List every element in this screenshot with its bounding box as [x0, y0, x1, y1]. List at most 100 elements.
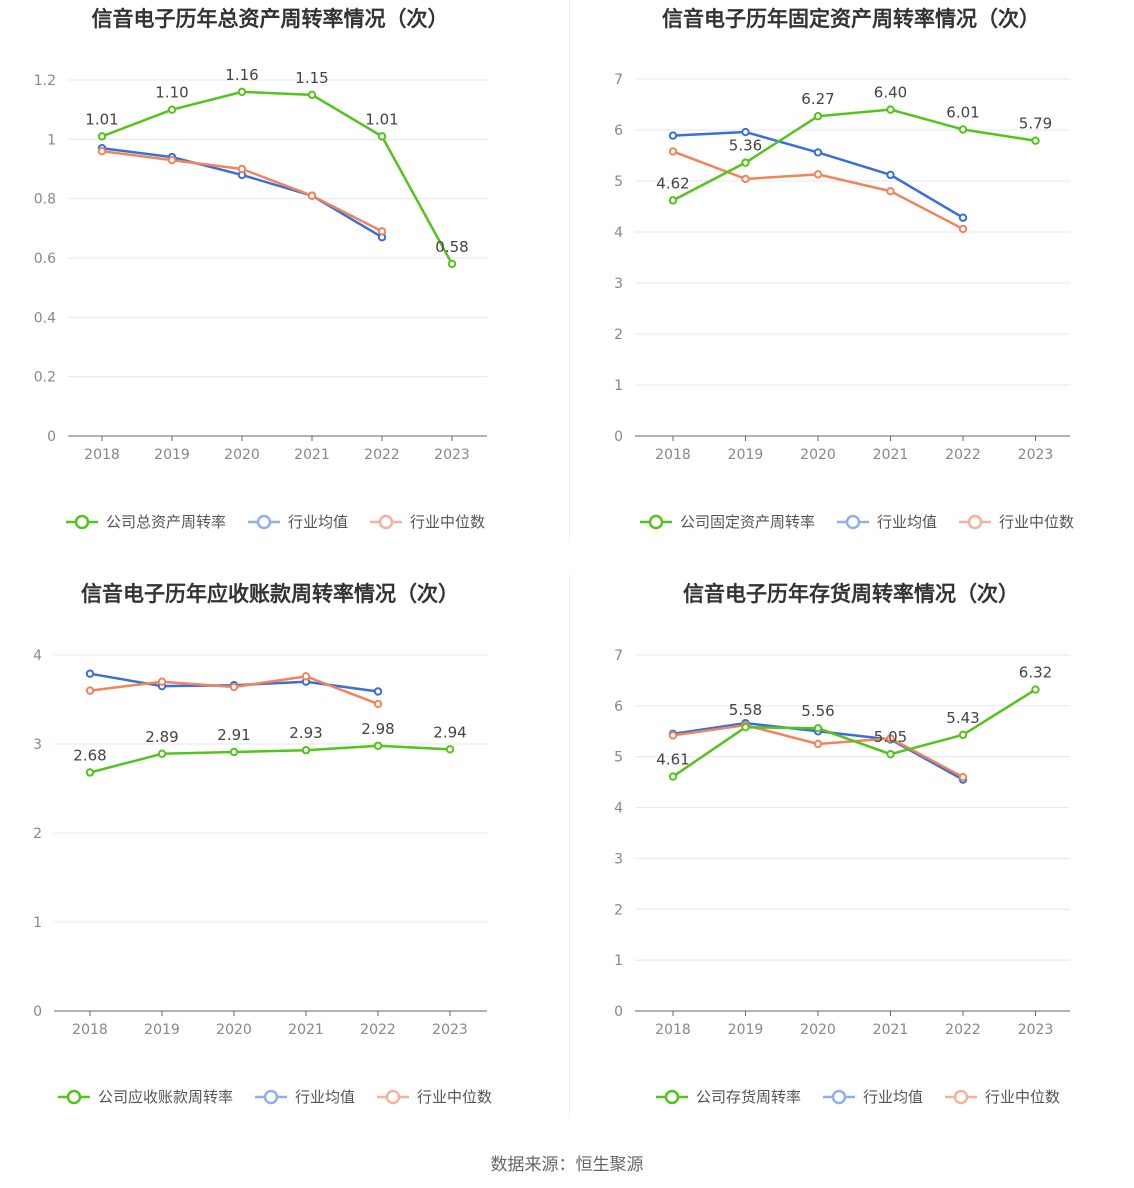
company-point	[377, 132, 387, 141]
company-point	[301, 746, 311, 755]
x-tick-label: 2020	[216, 1022, 252, 1038]
y-tick-label: 0.4	[34, 310, 56, 326]
y-tick-label: 0	[47, 429, 56, 445]
data-label: 5.79	[1019, 115, 1052, 133]
legend-item[interactable]: 公司存货周转率	[656, 1088, 801, 1106]
industry-median-point	[741, 174, 750, 184]
x-tick-label: 2023	[1018, 447, 1054, 463]
x-tick-label: 2023	[1018, 1022, 1054, 1038]
y-tick-label: 0	[614, 1004, 623, 1020]
legend-item[interactable]: 公司总资产周转率	[66, 513, 226, 531]
data-label: 5.43	[946, 709, 979, 727]
industry-median-point	[886, 187, 895, 196]
legend-label: 行业中位数	[985, 1088, 1060, 1106]
legend-item[interactable]: 行业中位数	[945, 1088, 1060, 1106]
company-point	[813, 112, 823, 121]
company-point	[958, 125, 968, 134]
data-label: 1.16	[225, 66, 258, 84]
company-point	[237, 87, 247, 97]
legend-item[interactable]: 行业均值	[823, 1088, 923, 1106]
y-tick-label: 5	[614, 750, 623, 766]
industry-median-point	[85, 686, 95, 695]
industry-median-point	[377, 227, 387, 236]
chart-svg: 信音电子历年应收账款周转率情况（次） 0 1 2 3 4 2018 2019 2020 2021 2…	[33, 582, 492, 1106]
divider-bottom	[569, 575, 570, 1118]
industry-avg-point	[958, 213, 968, 222]
industry-median-point	[229, 682, 239, 692]
legend-label: 行业中位数	[417, 1088, 492, 1106]
legend-marker-icon	[648, 514, 664, 530]
y-tick-label: 4	[614, 225, 623, 241]
data-label: 2.91	[217, 726, 250, 744]
chart-svg: 信音电子历年固定资产周转率情况（次） 0 1 2 3 4 5 6 7 2018 2019 2020 20…	[614, 7, 1074, 531]
legend-item[interactable]: 公司应收账款周转率	[58, 1088, 233, 1106]
data-label: 1.15	[295, 69, 328, 87]
legend-item[interactable]: 行业中位数	[377, 1088, 492, 1106]
y-tick-label: 2	[614, 327, 623, 343]
industry-median-point	[813, 170, 823, 179]
company-point	[167, 105, 177, 114]
industry-median-point	[97, 147, 107, 156]
data-label: 1.01	[365, 110, 398, 128]
divider-top	[569, 0, 570, 542]
legend-label: 公司应收账款周转率	[98, 1088, 233, 1106]
y-tick-label: 1	[33, 915, 42, 931]
chart-inventory-turnover: 信音电子历年存货周转率情况（次） 0 1 2 3 4 5 6 7 2018 2019 2020 2021…	[567, 575, 1134, 1150]
industry-median-point	[157, 677, 167, 686]
series-company-line	[672, 108, 1036, 202]
industry-avg-point	[85, 669, 95, 678]
data-source: 数据来源：恒生聚源	[490, 1155, 644, 1175]
legend-item[interactable]: 行业均值	[255, 1088, 355, 1106]
legend-item[interactable]: 行业均值	[248, 513, 348, 531]
legend-item[interactable]: 公司固定资产周转率	[640, 513, 815, 531]
company-point	[741, 723, 750, 732]
legend-label: 行业均值	[877, 513, 937, 531]
legend-item[interactable]: 行业中位数	[959, 513, 1074, 531]
x-tick-label: 2021	[873, 1022, 909, 1038]
industry-avg-point	[668, 131, 678, 140]
series-industry-median-line	[672, 150, 964, 231]
legend-label: 行业中位数	[410, 513, 485, 531]
y-tick-label: 0.2	[34, 370, 56, 386]
y-tick-label: 6	[614, 123, 623, 139]
data-label: 4.62	[656, 174, 689, 192]
legend-marker-icon	[256, 514, 272, 530]
industry-median-point	[307, 191, 317, 200]
y-tick-label: 3	[614, 851, 623, 867]
series-industry-avg-line	[101, 146, 383, 239]
y-tick-label: 7	[614, 648, 623, 664]
data-label: 2.68	[73, 746, 106, 764]
y-tick-label: 5	[614, 174, 623, 190]
legend-marker-icon	[953, 1089, 969, 1105]
chart-title: 信音电子历年存货周转率情况（次）	[683, 582, 1019, 606]
company-point	[813, 724, 823, 733]
chart-title: 信音电子历年应收账款周转率情况（次）	[81, 582, 459, 606]
x-tick-label: 2022	[945, 447, 981, 463]
company-point	[668, 196, 678, 205]
data-label: 4.61	[656, 751, 689, 769]
chart-receivables-turnover: 信音电子历年应收账款周转率情况（次） 0 1 2 3 4 2018 2019 2020 2021 2…	[0, 575, 567, 1150]
data-label: 6.32	[1019, 664, 1052, 682]
company-point	[668, 772, 678, 781]
y-tick-label: 1.2	[34, 73, 56, 89]
series-industry-median-line	[101, 149, 383, 233]
chart-total-asset-turnover: 信音电子历年总资产周转率情况（次） 0 0.2 0.4 0.6 0.8 1 1.2 2018 20…	[0, 0, 567, 575]
x-tick-label: 2018	[655, 447, 691, 463]
company-point	[741, 158, 750, 167]
y-tick-label: 4	[33, 648, 42, 664]
x-tick-label: 2023	[432, 1022, 468, 1038]
data-label: 5.56	[801, 702, 834, 720]
legend-item[interactable]: 行业中位数	[370, 513, 485, 531]
chart-title: 信音电子历年固定资产周转率情况（次）	[662, 7, 1040, 31]
legend-item[interactable]: 行业均值	[837, 513, 937, 531]
industry-avg-point	[741, 127, 750, 137]
industry-avg-point	[813, 148, 823, 157]
x-tick-label: 2022	[945, 1022, 981, 1038]
legend-label: 公司固定资产周转率	[680, 513, 815, 531]
company-point	[307, 90, 317, 100]
company-point	[445, 745, 455, 754]
series-company-line	[89, 744, 451, 774]
legend-marker-icon	[66, 1089, 82, 1105]
company-point	[886, 749, 895, 759]
data-label: 2.94	[433, 723, 466, 741]
